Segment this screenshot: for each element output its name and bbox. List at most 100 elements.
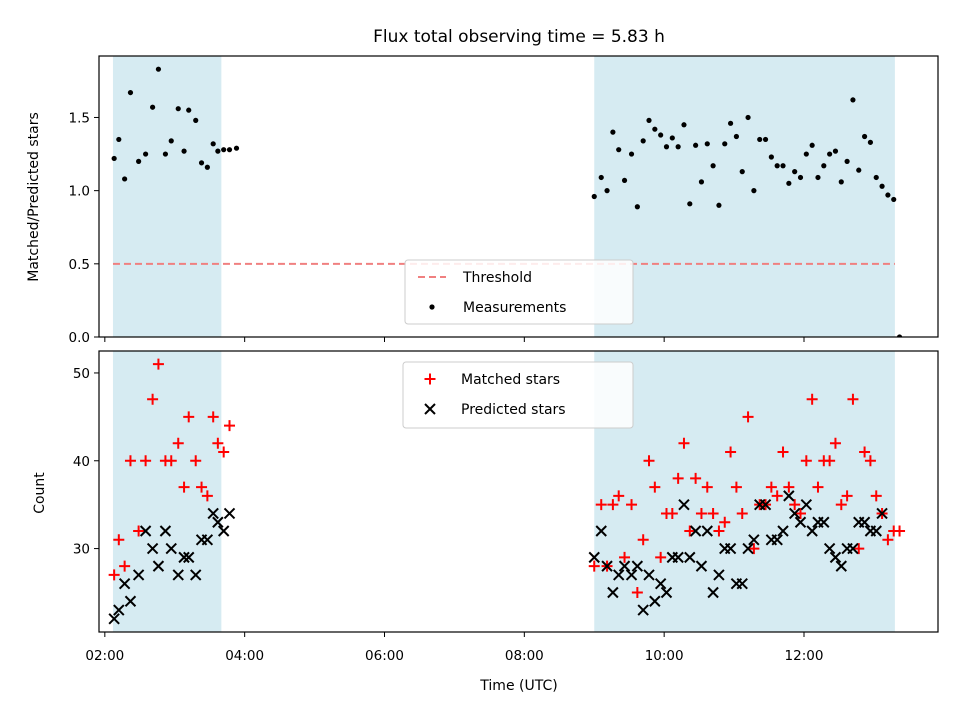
bottom-matched-stars-point [113,534,125,546]
top-measurements-point [809,142,815,148]
bottom-matched-stars-point [196,481,208,493]
bottom-matched-stars-point [183,411,195,423]
top-legend: Threshold Measurements [404,259,634,325]
top-y-tick-label: 0.5 [69,257,90,273]
top-measurements-point [797,174,804,181]
bottom-matched-stars-point [649,481,661,493]
bottom-predicted-stars-point [794,516,807,528]
bottom-matched-stars-point [201,490,213,502]
top-measurements-point [710,163,716,169]
bottom-predicted-stars-point [672,551,684,564]
bottom-matched-stars-point [637,534,649,546]
bottom-y-tick-label: 30 [73,542,90,558]
bottom-predicted-stars-point [654,577,667,590]
top-measurements-point [780,163,786,169]
top-measurements-point [867,139,874,145]
bottom-matched-stars-point [133,525,145,537]
bottom-matched-stars-point [224,420,236,432]
top-measurements-point [186,107,192,113]
bottom-matched-stars-point [765,481,777,493]
x-tick-label: 12:00 [785,648,824,664]
top-measurements-point [844,158,850,164]
bottom-predicted-stars-point [777,525,789,537]
bottom-predicted-stars-point [707,586,719,599]
top-measurements-point [827,151,833,157]
chart-title: Flux total observing time = 5.83 h [373,27,665,47]
bottom-matched-stars-point [124,455,136,467]
top-measurements-point [821,163,827,169]
bottom-matched-stars-point [690,472,702,484]
bottom-matched-stars-point [678,437,690,449]
top-panel: 0.0 0.5 1.0 1.5 Threshold Measurements [69,55,939,346]
bottom-y-axis-title: Count [32,472,48,514]
top-measurements-point [628,151,635,157]
top-measurements-point [591,193,597,200]
top-measurements-point [792,169,798,175]
bottom-axes-frame [98,350,939,633]
bottom-predicted-stars-point [806,525,818,537]
bottom-predicted-stars-point [876,507,888,520]
bottom-matched-stars-point [140,455,152,467]
bottom-matched-stars-point [190,455,202,467]
top-measurements-point [815,174,821,181]
top-measurements-point [704,141,710,147]
bottom-predicted-stars-point [132,569,145,581]
top-measurements-point [687,201,693,207]
top-measurements-point [856,167,862,173]
bottom-matched-stars-point [870,490,882,502]
top-measurements-point [873,174,879,181]
bottom-matched-stars-point [847,393,859,405]
top-measurements-point [885,192,891,198]
top-measurements-point [762,136,769,143]
top-measurements-point [634,204,640,210]
top-measurements-point [663,144,670,150]
bottom-predicted-stars-point [625,569,638,581]
bottom-predicted-stars-point [190,569,202,581]
bottom-predicted-stars-point [771,534,783,546]
top-measurements-point [136,158,142,164]
bottom-matched-stars-point [777,446,789,458]
bottom-matched-stars-point [800,455,812,467]
bottom-predicted-stars-point [736,577,748,590]
top-measurements-point [155,66,162,72]
legend-measurements-marker [429,304,435,310]
legend-label: Predicted stars [461,402,566,418]
top-measurements-point [193,117,199,123]
bottom-matched-stars-point [841,490,853,502]
bottom-matched-stars-point [824,455,836,467]
top-measurements-point [675,144,681,150]
top-measurements-point [122,176,128,182]
bottom-predicted-stars-point [601,560,613,572]
top-y-axis-title: Matched/Predicted stars [26,112,42,282]
x-axis-title: Time (UTC) [479,678,557,694]
top-shaded-interval-1 [594,56,895,337]
bottom-predicted-stars-point [618,560,631,572]
bottom-matched-stars-point [707,507,719,519]
bottom-matched-stars-point [218,446,230,458]
bottom-predicted-stars-point [223,507,236,520]
top-measurements-point [204,164,210,170]
bottom-shaded-interval-1 [594,351,895,632]
bottom-predicted-stars-point [588,551,600,564]
bottom-predicted-stars-point [172,569,184,581]
bottom-matched-stars-point [626,499,638,511]
bottom-matched-stars-point [108,569,120,581]
bottom-matched-stars-point [771,490,783,502]
bottom-predicted-stars-point [684,551,696,564]
legend-matched-marker [424,373,436,385]
top-measurements-point [803,151,809,157]
bottom-matched-stars-point [719,516,731,528]
bottom-matched-stars-point [853,543,865,555]
top-measurements-point [774,163,780,169]
bottom-matched-stars-point [595,499,607,511]
bottom-predicted-stars-point [212,516,224,528]
top-measurements-point [832,148,839,154]
bottom-predicted-stars-point [858,516,871,528]
bottom-matched-stars-point [172,437,184,449]
bottom-predicted-stars-point [113,604,125,616]
bottom-predicted-stars-point [178,551,190,564]
top-measurements-point [669,135,675,141]
bottom-matched-stars-point [607,499,619,511]
bottom-matched-stars-point [212,437,224,449]
